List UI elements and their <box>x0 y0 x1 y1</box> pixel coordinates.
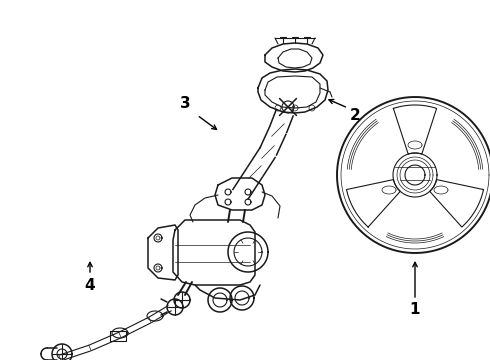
Text: 2: 2 <box>350 108 360 122</box>
Text: 4: 4 <box>85 278 96 292</box>
Text: 3: 3 <box>180 95 190 111</box>
Text: 1: 1 <box>410 302 420 318</box>
